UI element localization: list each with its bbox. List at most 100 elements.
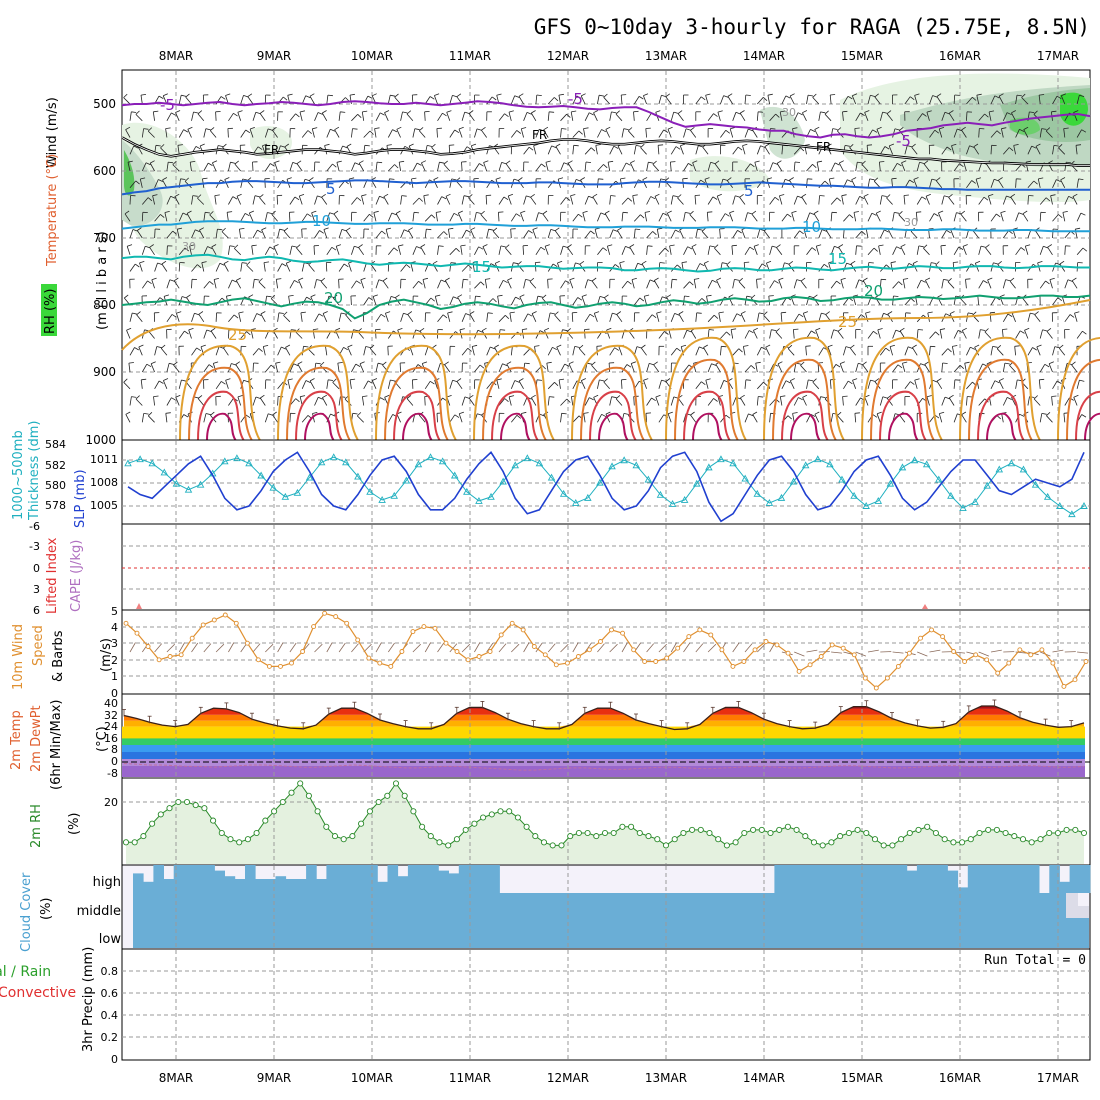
wind-barb-feather bbox=[518, 177, 523, 181]
warm-isotherm-loop bbox=[277, 344, 359, 441]
wind-barb-feather bbox=[707, 211, 713, 213]
wind-barb-feather bbox=[654, 277, 659, 281]
wind-barb bbox=[938, 212, 943, 222]
thickness-marker bbox=[874, 496, 883, 504]
wind-barb-feather bbox=[998, 93, 1004, 97]
wind-barb-feather bbox=[1024, 327, 1030, 331]
cloud-high-bar bbox=[1079, 865, 1091, 893]
wind-barb-feather bbox=[975, 260, 981, 264]
wind-barb-feather bbox=[513, 262, 519, 265]
rh-marker bbox=[845, 829, 852, 837]
wind-barb bbox=[506, 364, 512, 373]
wind-barb-feather bbox=[372, 93, 377, 97]
wind-barb bbox=[545, 162, 549, 172]
wind-barb-feather bbox=[784, 178, 790, 182]
wind-barb-feather bbox=[940, 244, 946, 247]
wind-barb bbox=[670, 161, 672, 172]
wind-barb bbox=[984, 331, 992, 339]
wind-barb bbox=[781, 145, 784, 155]
wind-barb-feather bbox=[738, 277, 743, 282]
wind-barb bbox=[864, 112, 869, 121]
wind-barb-feather bbox=[885, 347, 890, 352]
rh-marker bbox=[323, 823, 330, 830]
wind-barb bbox=[776, 247, 783, 256]
wind-barb bbox=[264, 246, 271, 255]
wind-barb bbox=[1036, 346, 1041, 356]
wind-barb-feather bbox=[187, 126, 193, 130]
wind-barb bbox=[874, 96, 881, 105]
wind-barb bbox=[203, 295, 205, 306]
wind-barb-feather bbox=[840, 277, 846, 280]
wind-speed-marker bbox=[322, 610, 328, 616]
wind-barb-feather bbox=[758, 396, 764, 398]
wind-barb-feather bbox=[838, 244, 844, 248]
wind-barb-feather bbox=[436, 211, 442, 213]
wind-barb bbox=[554, 314, 561, 323]
wind-barb bbox=[129, 263, 136, 272]
rh-marker bbox=[392, 780, 400, 787]
wind-barb bbox=[240, 95, 244, 105]
temp-fill-band bbox=[124, 708, 1084, 715]
wind-barb-feather bbox=[593, 110, 599, 114]
wind-speed-marker bbox=[200, 622, 206, 628]
rh-marker bbox=[375, 798, 382, 806]
wind-barb bbox=[498, 162, 502, 172]
wind-barb-feather bbox=[907, 346, 913, 349]
wind-barb bbox=[387, 129, 393, 138]
thickness-tick-label: 584 bbox=[45, 438, 66, 451]
wind-barb-feather bbox=[260, 311, 266, 315]
cloud-high-bar bbox=[194, 865, 205, 893]
wind-barb-feather bbox=[561, 412, 567, 415]
wind-barb bbox=[560, 363, 566, 373]
wind-barb-feather bbox=[403, 229, 409, 233]
wind-barb bbox=[877, 329, 881, 339]
wind-barb-feather bbox=[852, 378, 858, 381]
wind-barb-feather bbox=[575, 262, 581, 265]
wind-barb bbox=[396, 129, 401, 138]
wind-barb-feather bbox=[399, 160, 405, 163]
wind-barb-feather bbox=[799, 147, 805, 152]
wind-barb bbox=[166, 230, 174, 239]
cloud-high-bar bbox=[153, 865, 164, 893]
wind-barb-feather bbox=[555, 143, 561, 147]
wind-barb-feather bbox=[718, 311, 724, 314]
date-label-bottom: 11MAR bbox=[449, 1071, 491, 1085]
wind-speed-marker bbox=[222, 612, 228, 618]
wind-speed-marker bbox=[796, 668, 802, 674]
wind-speed-marker bbox=[520, 627, 526, 633]
cloud-high-bar bbox=[448, 873, 460, 893]
wind-barb-feather bbox=[445, 193, 451, 197]
wind-barb-feather bbox=[932, 379, 938, 383]
wind-barb-feather bbox=[1073, 110, 1079, 113]
wind-barb bbox=[716, 195, 721, 205]
rh-marker bbox=[575, 829, 582, 837]
wind-barb bbox=[357, 415, 364, 423]
wind-barb bbox=[916, 162, 920, 172]
wind-barb-feather bbox=[458, 126, 464, 130]
wind-barb-feather bbox=[362, 395, 368, 397]
wind-barb-feather bbox=[659, 262, 665, 264]
wind-barb-feather bbox=[804, 144, 810, 146]
wind-barb bbox=[191, 279, 193, 289]
warm-isotherm-loop bbox=[683, 390, 731, 441]
wind-barb bbox=[481, 129, 488, 138]
wind-tick-label: 4 bbox=[111, 621, 118, 634]
wind-barb-feather bbox=[816, 244, 822, 247]
wind-barb-feather bbox=[524, 362, 530, 365]
wind10m-barb bbox=[917, 651, 928, 657]
wind-barb bbox=[398, 162, 401, 172]
wind-barb bbox=[646, 245, 648, 255]
wind-barb bbox=[384, 112, 389, 121]
wind-barb bbox=[510, 296, 516, 306]
wind-barb-feather bbox=[349, 177, 355, 180]
wind-barb-feather bbox=[149, 244, 154, 248]
wind-barb-feather bbox=[262, 143, 268, 147]
wind-barb-feather bbox=[206, 329, 212, 332]
wind-barb bbox=[1011, 397, 1016, 406]
wind-barb bbox=[744, 128, 749, 138]
wind10m-barb bbox=[129, 642, 136, 653]
wind-barb-feather bbox=[874, 93, 879, 98]
rh-marker bbox=[201, 805, 208, 812]
wind-barb-feather bbox=[962, 327, 967, 331]
